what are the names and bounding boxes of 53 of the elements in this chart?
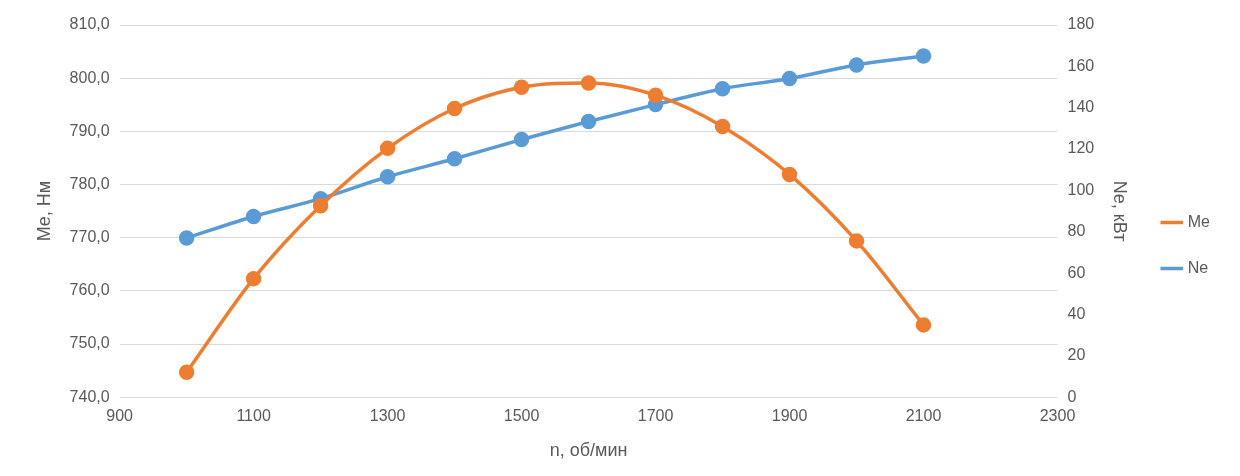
legend-label: Me [1187,212,1211,230]
x-tick-label: 1900 [771,407,808,425]
y-tick-label: 760,0 [69,281,110,299]
point [647,87,664,103]
y2-tick-label: 120 [1067,139,1095,157]
x-tick-label: 2100 [905,407,942,425]
y2-tick-label: 40 [1067,304,1086,322]
point [714,118,731,135]
y-tick-label: 740,0 [69,387,110,405]
point [446,100,463,117]
y2-tick-label: 20 [1067,346,1086,364]
x-tick-label: 1700 [637,407,674,425]
y-axis-title: Me, Нм [33,180,54,242]
point [245,270,262,287]
point [446,151,463,167]
y2-tick-label: 140 [1067,98,1095,116]
y-tick-label: 770,0 [69,228,110,246]
point [580,113,597,130]
y2-tick-label: 60 [1067,263,1086,281]
point [781,70,798,87]
point [915,48,932,64]
y-tick-label: 780,0 [69,174,110,192]
x-tick-label: 1100 [236,407,271,425]
y2-tick-label: 160 [1067,56,1095,74]
y-tick-label: 800,0 [69,68,110,86]
point [513,79,530,95]
x-tick-label: 1300 [369,407,406,425]
y-tick-label: 750,0 [69,334,110,352]
point [714,80,731,97]
x-axis-title: n, об/мин [549,440,628,461]
point [848,233,865,249]
point [178,364,195,380]
y2-tick-label: 180 [1067,15,1095,33]
point [580,75,597,91]
x-tick-label: 900 [106,407,134,425]
y2-tick-label: 0 [1067,387,1077,405]
x-tick-label: 1500 [503,407,540,425]
point [915,317,932,333]
point [178,230,195,246]
point [848,57,865,73]
point [312,198,329,214]
y2-tick-label: 100 [1067,180,1095,198]
point [379,169,396,185]
y-tick-label: 810,0 [69,15,110,33]
y2-tick-label: 80 [1067,222,1086,240]
y2-axis-title: Ne, кВт [1110,180,1130,242]
point [379,140,396,157]
x-tick-label: 2300 [1039,407,1076,425]
point [245,208,262,225]
point [513,131,530,148]
point [781,166,798,183]
y-tick-label: 790,0 [69,121,110,139]
legend-label: Ne [1187,258,1209,276]
